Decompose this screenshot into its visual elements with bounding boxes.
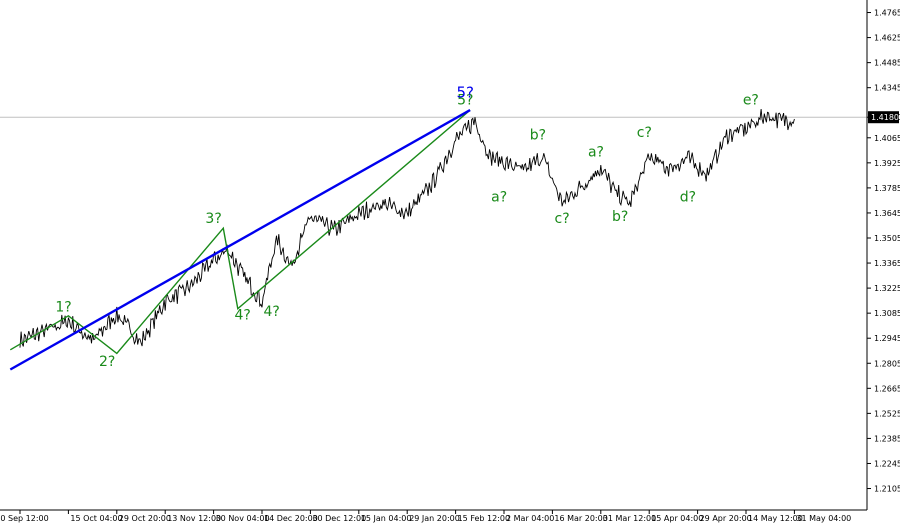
y-tick-label: 1.4485	[874, 59, 900, 68]
wave-label: b?	[530, 128, 546, 144]
x-tick-label: 2 Mar 04:00	[506, 514, 554, 523]
y-tick-label: 1.4345	[874, 84, 900, 93]
y-tick-label: 1.2525	[874, 409, 900, 418]
x-tick-label: 15 Oct 04:00	[70, 514, 122, 523]
y-tick-label: 1.3785	[874, 184, 900, 193]
x-tick-label: 13 Nov 12:00	[167, 514, 221, 523]
x-tick-label: 30 Dec 12:00	[312, 514, 366, 523]
current-price-label: 1.4180	[871, 113, 899, 122]
y-tick-label: 1.2385	[874, 434, 900, 443]
wave-lines-layer	[9, 109, 471, 371]
wave-label: c?	[637, 125, 652, 141]
x-tick-label: 31 Mar 12:00	[603, 514, 656, 523]
x-tick-label: 30 Nov 04:00	[216, 514, 270, 523]
wave-label: e?	[743, 93, 759, 109]
y-tick-label: 1.4065	[874, 134, 900, 143]
wave-label: a?	[588, 145, 604, 161]
wave-label: c?	[555, 211, 570, 227]
y-tick-label: 1.3365	[874, 259, 900, 268]
price-series-layer	[0, 108, 867, 348]
wave-label: 3?	[205, 211, 221, 227]
x-tick-label: 14 Dec 20:00	[264, 514, 318, 523]
y-tick-label: 1.2105	[874, 485, 900, 494]
y-tick-label: 1.2665	[874, 384, 900, 393]
wave-label: a?	[491, 189, 507, 205]
wave-label: 4?	[264, 304, 280, 320]
wave-label: 4?	[234, 307, 250, 323]
x-tick-label: 31 May 04:00	[796, 514, 851, 523]
wave-label: b?	[612, 209, 628, 225]
current-price-badge: 1.4180	[868, 111, 899, 124]
wave-label: 1?	[55, 299, 71, 315]
wave-labels-layer: 1? 2? 3? 4? 4? 5?5? a? b? c? a? b? c? d? e?	[55, 84, 758, 370]
y-tick-label: 1.3925	[874, 159, 900, 168]
x-tick-label: 15 Feb 12:00	[458, 514, 510, 523]
wave-line-1	[9, 109, 471, 371]
y-tick-label: 1.2945	[874, 334, 900, 343]
y-tick-label: 1.3085	[874, 309, 900, 318]
price-series-line	[19, 108, 795, 348]
y-tick-label: 1.3645	[874, 209, 900, 218]
x-tick-label: 15 Jan 04:00	[361, 514, 412, 523]
y-tick-label: 1.3225	[874, 284, 900, 293]
wave-label: 5?	[457, 84, 475, 102]
y-tick-label: 1.2805	[874, 359, 900, 368]
wave-label: 2?	[99, 354, 115, 370]
x-tick-label: 29 Apr 20:00	[700, 514, 752, 523]
wave-label: 5?	[457, 93, 473, 109]
x-tick-label: 14 May 12:00	[748, 514, 803, 523]
y-tick-label: 1.4625	[874, 34, 900, 43]
x-tick-label: 29 Oct 20:00	[119, 514, 171, 523]
wave-label: d?	[680, 189, 696, 205]
y-tick-label: 1.2245	[874, 459, 900, 468]
y-tick-label: 1.4765	[874, 9, 900, 18]
x-tick-label: 15 Apr 04:00	[651, 514, 703, 523]
wave-line-0	[9, 109, 471, 355]
y-tick-label: 1.3505	[874, 234, 900, 243]
x-tick-label: 16 Mar 20:00	[554, 514, 607, 523]
x-tick-label: 30 Sep 12:00	[0, 514, 49, 523]
x-tick-label: 29 Jan 20:00	[409, 514, 460, 523]
